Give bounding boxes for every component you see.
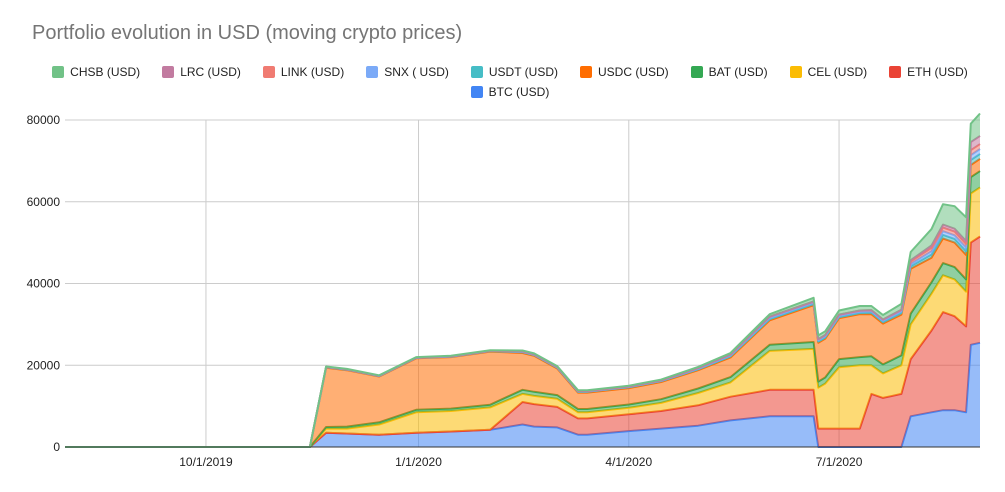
legend-item-lrc: LRC (USD): [162, 65, 241, 79]
area-series: [65, 112, 981, 448]
x-tick-label-1: 1/1/2020: [395, 455, 442, 469]
legend-label-btc: BTC (USD): [488, 85, 550, 99]
legend-swatch-cel: [789, 66, 802, 78]
legend-label-snx: SNX ( USD): [384, 65, 449, 79]
chart-legend: CHSB (USD) LRC (USD) LINK (USD) SNX ( US…: [40, 62, 980, 102]
x-tick-label-0: 10/1/2019: [179, 455, 233, 469]
legend-item-eth: ETH (USD): [889, 65, 968, 79]
legend-item-snx: SNX ( USD): [366, 65, 449, 79]
legend-label-cel: CEL (USD): [807, 65, 868, 79]
x-tick-label-3: 7/1/2020: [816, 455, 863, 469]
legend-swatch-snx: [366, 66, 379, 78]
legend-swatch-link: [262, 66, 275, 78]
legend-swatch-btc: [470, 86, 483, 98]
y-tick-label-20000: 20000: [27, 358, 61, 372]
legend-swatch-usdt: [470, 66, 483, 78]
legend-item-chsb: CHSB (USD): [52, 65, 140, 79]
legend-label-lrc: LRC (USD): [180, 65, 241, 79]
legend-item-usdc: USDC (USD): [580, 65, 669, 79]
y-tick-label-0: 0: [53, 440, 60, 454]
legend-label-usdt: USDT (USD): [488, 65, 558, 79]
legend-item-cel: CEL (USD): [789, 65, 868, 79]
legend-swatch-eth: [889, 66, 902, 78]
x-tick-label-2: 4/1/2020: [605, 455, 652, 469]
area-cel: [65, 187, 980, 447]
legend-item-usdt: USDT (USD): [470, 65, 558, 79]
x-tick-labels: 10/1/2019 1/1/2020 4/1/2020 7/1/2020: [179, 455, 862, 469]
legend-label-link: LINK (USD): [280, 65, 345, 79]
legend-label-bat: BAT (USD): [708, 65, 768, 79]
legend-label-chsb: CHSB (USD): [70, 65, 141, 79]
area-eth: [65, 236, 980, 447]
y-tick-label-60000: 60000: [27, 195, 61, 209]
line-chsb: [65, 112, 981, 448]
area-usdc: [65, 158, 980, 448]
legend-swatch-chsb: [52, 66, 65, 78]
legend-label-usdc: USDC (USD): [598, 65, 669, 79]
area-bat: [65, 171, 980, 447]
legend-item-bat: BAT (USD): [690, 65, 768, 79]
legend-swatch-bat: [690, 66, 703, 78]
chart-title: Portfolio evolution in USD (moving crypt…: [32, 22, 463, 44]
legend-row-2: BTC (USD): [40, 82, 980, 102]
legend-item-link: LINK (USD): [262, 65, 345, 79]
legend-swatch-lrc: [162, 66, 175, 78]
legend-label-eth: ETH (USD): [907, 65, 968, 79]
legend-swatch-usdc: [580, 66, 592, 78]
area-btc: [65, 342, 980, 447]
y-tick-label-80000: 80000: [27, 113, 61, 127]
y-tick-label-40000: 40000: [27, 277, 61, 291]
legend-item-btc: BTC (USD): [470, 85, 550, 99]
y-tick-labels: 0 20000 40000 60000 80000: [27, 113, 61, 454]
legend-row-1: CHSB (USD) LRC (USD) LINK (USD) SNX ( US…: [40, 62, 980, 82]
